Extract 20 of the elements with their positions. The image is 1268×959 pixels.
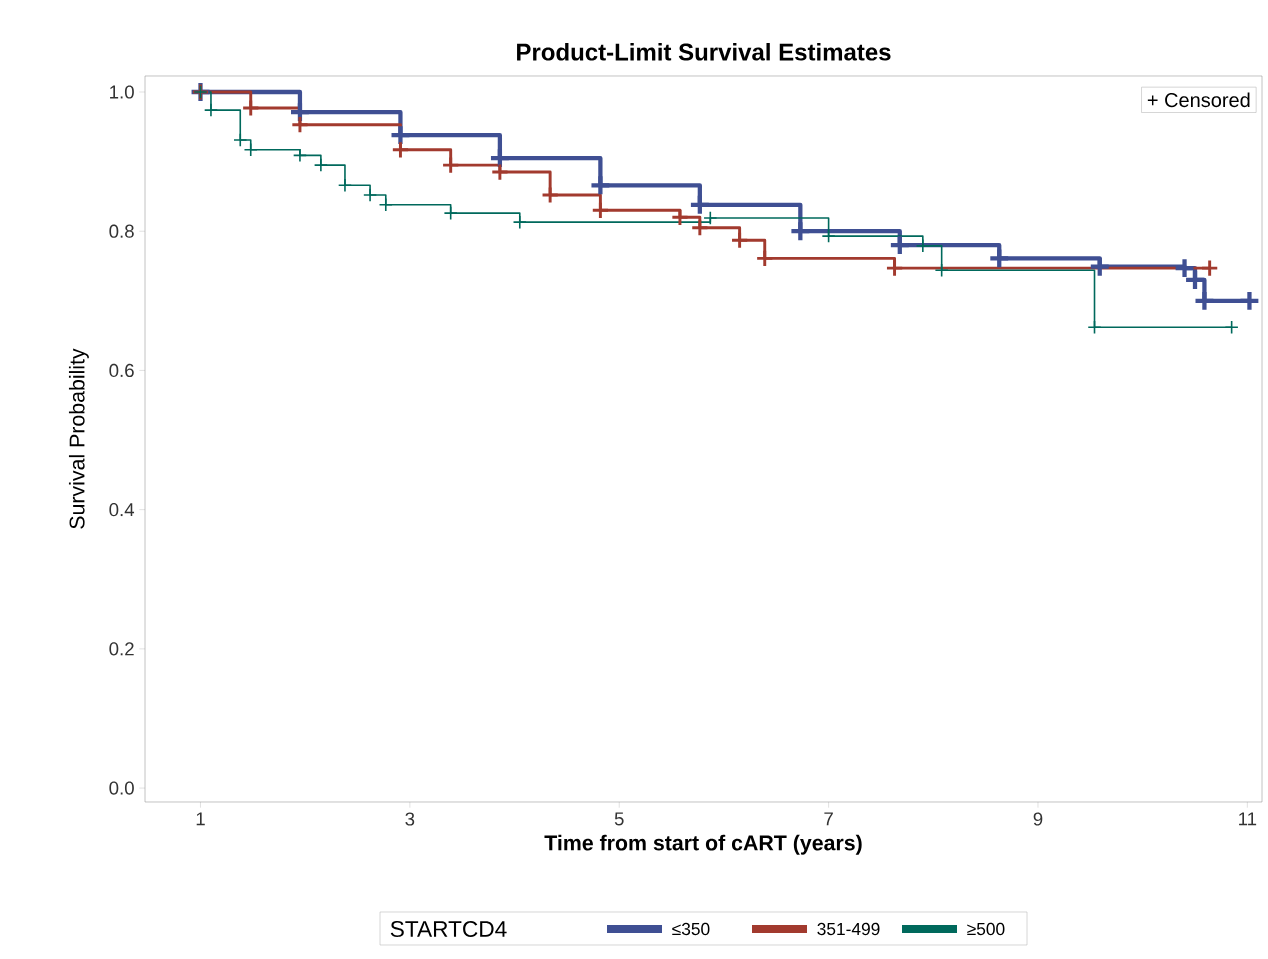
y-tick-label: 0.2: [109, 642, 134, 656]
x-tick-label: 9: [1033, 812, 1043, 826]
legend-label: ≥500: [967, 922, 1005, 936]
y-tick-label: 0.0: [109, 781, 134, 795]
x-tick-label: 5: [614, 812, 624, 826]
y-tick-label: 0.6: [109, 363, 134, 378]
y-tick-label: 0.8: [109, 224, 134, 238]
x-tick-label: 11: [1239, 812, 1257, 826]
x-tick-label: 3: [405, 812, 415, 826]
x-tick-label: 1: [196, 812, 205, 826]
legend-label: 351-499: [817, 922, 880, 936]
x-tick-label: 7: [824, 812, 833, 826]
y-tick-label: 1.0: [110, 85, 134, 99]
legend-label: ≤350: [672, 922, 710, 936]
legend-title: STARTCD4: [390, 920, 507, 938]
y-tick-label: 0.4: [109, 503, 135, 517]
y-axis-title: Survival Probability: [68, 348, 89, 529]
annotation: + Censored: [1147, 92, 1250, 108]
chart-title: Product-Limit Survival Estimates: [517, 42, 891, 61]
x-axis-title: Time from start of cART (years): [544, 834, 862, 855]
